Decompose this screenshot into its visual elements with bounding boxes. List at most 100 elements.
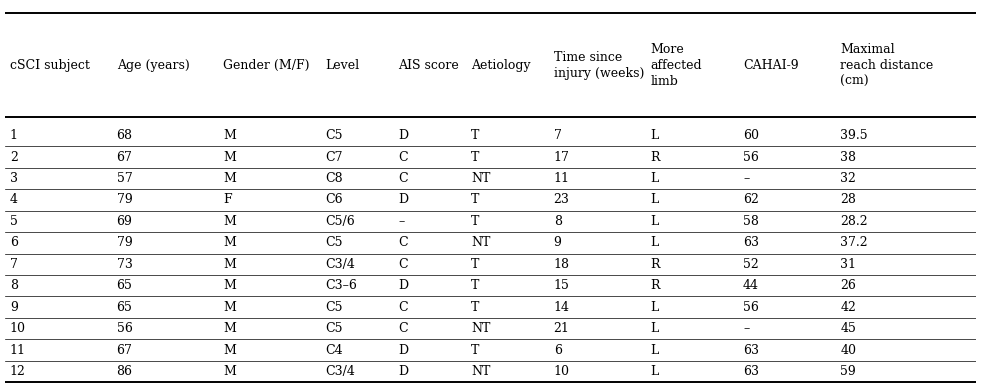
Text: D: D (398, 365, 408, 378)
Text: M: M (224, 258, 236, 271)
Text: M: M (224, 172, 236, 185)
Text: C5: C5 (326, 129, 343, 142)
Text: M: M (224, 129, 236, 142)
Text: M: M (224, 279, 236, 292)
Text: M: M (224, 322, 236, 335)
Text: 9: 9 (10, 301, 18, 314)
Text: 79: 79 (117, 194, 132, 206)
Text: 65: 65 (117, 279, 132, 292)
Text: –: – (743, 322, 749, 335)
Text: L: L (650, 301, 659, 314)
Text: M: M (224, 151, 236, 163)
Text: Age (years): Age (years) (117, 59, 189, 72)
Text: L: L (650, 343, 659, 357)
Text: CAHAI-9: CAHAI-9 (743, 59, 799, 72)
Text: 6: 6 (553, 343, 562, 357)
Text: C: C (398, 322, 408, 335)
Text: 42: 42 (840, 301, 856, 314)
Text: 69: 69 (117, 215, 132, 228)
Text: 38: 38 (840, 151, 856, 163)
Text: L: L (650, 194, 659, 206)
Text: 3: 3 (10, 172, 18, 185)
Text: 9: 9 (553, 236, 561, 249)
Text: Level: Level (326, 59, 359, 72)
Text: 17: 17 (553, 151, 570, 163)
Text: NT: NT (471, 365, 490, 378)
Text: 63: 63 (743, 365, 759, 378)
Text: T: T (471, 343, 480, 357)
Text: 4: 4 (10, 194, 18, 206)
Text: C5: C5 (326, 301, 343, 314)
Text: M: M (224, 215, 236, 228)
Text: More
affected
limb: More affected limb (650, 43, 702, 88)
Text: 6: 6 (10, 236, 18, 249)
Text: 56: 56 (743, 151, 759, 163)
Text: C: C (398, 236, 408, 249)
Text: 68: 68 (117, 129, 132, 142)
Text: NT: NT (471, 172, 490, 185)
Text: 21: 21 (553, 322, 570, 335)
Text: C: C (398, 301, 408, 314)
Text: 79: 79 (117, 236, 132, 249)
Text: 60: 60 (743, 129, 759, 142)
Text: 63: 63 (743, 343, 759, 357)
Text: 28: 28 (840, 194, 856, 206)
Text: T: T (471, 301, 480, 314)
Text: C4: C4 (326, 343, 343, 357)
Text: M: M (224, 343, 236, 357)
Text: 62: 62 (743, 194, 759, 206)
Text: 10: 10 (553, 365, 570, 378)
Text: C: C (398, 258, 408, 271)
Text: 37.2: 37.2 (840, 236, 868, 249)
Text: 56: 56 (117, 322, 132, 335)
Text: 7: 7 (10, 258, 18, 271)
Text: 18: 18 (553, 258, 570, 271)
Text: 1: 1 (10, 129, 18, 142)
Text: 67: 67 (117, 151, 132, 163)
Text: 11: 11 (10, 343, 26, 357)
Text: L: L (650, 172, 659, 185)
Text: 11: 11 (553, 172, 570, 185)
Text: R: R (650, 258, 660, 271)
Text: 32: 32 (840, 172, 856, 185)
Text: 7: 7 (553, 129, 561, 142)
Text: L: L (650, 322, 659, 335)
Text: C3–6: C3–6 (326, 279, 357, 292)
Text: 8: 8 (10, 279, 18, 292)
Text: T: T (471, 129, 480, 142)
Text: NT: NT (471, 322, 490, 335)
Text: C3/4: C3/4 (326, 258, 355, 271)
Text: 2: 2 (10, 151, 18, 163)
Text: Maximal
reach distance
(cm): Maximal reach distance (cm) (840, 43, 933, 88)
Text: L: L (650, 215, 659, 228)
Text: 31: 31 (840, 258, 856, 271)
Text: 44: 44 (743, 279, 759, 292)
Text: 10: 10 (10, 322, 26, 335)
Text: T: T (471, 194, 480, 206)
Text: 14: 14 (553, 301, 570, 314)
Text: F: F (224, 194, 232, 206)
Text: 12: 12 (10, 365, 26, 378)
Text: R: R (650, 279, 660, 292)
Text: 65: 65 (117, 301, 132, 314)
Text: C5/6: C5/6 (326, 215, 355, 228)
Text: C5: C5 (326, 236, 343, 249)
Text: T: T (471, 151, 480, 163)
Text: C3/4: C3/4 (326, 365, 355, 378)
Text: 52: 52 (743, 258, 758, 271)
Text: C5: C5 (326, 322, 343, 335)
Text: C6: C6 (326, 194, 343, 206)
Text: NT: NT (471, 236, 490, 249)
Text: C: C (398, 172, 408, 185)
Text: M: M (224, 236, 236, 249)
Text: 73: 73 (117, 258, 132, 271)
Text: C7: C7 (326, 151, 343, 163)
Text: cSCI subject: cSCI subject (10, 59, 89, 72)
Text: 15: 15 (553, 279, 570, 292)
Text: T: T (471, 279, 480, 292)
Text: 56: 56 (743, 301, 759, 314)
Text: D: D (398, 343, 408, 357)
Text: R: R (650, 151, 660, 163)
Text: 86: 86 (117, 365, 132, 378)
Text: 67: 67 (117, 343, 132, 357)
